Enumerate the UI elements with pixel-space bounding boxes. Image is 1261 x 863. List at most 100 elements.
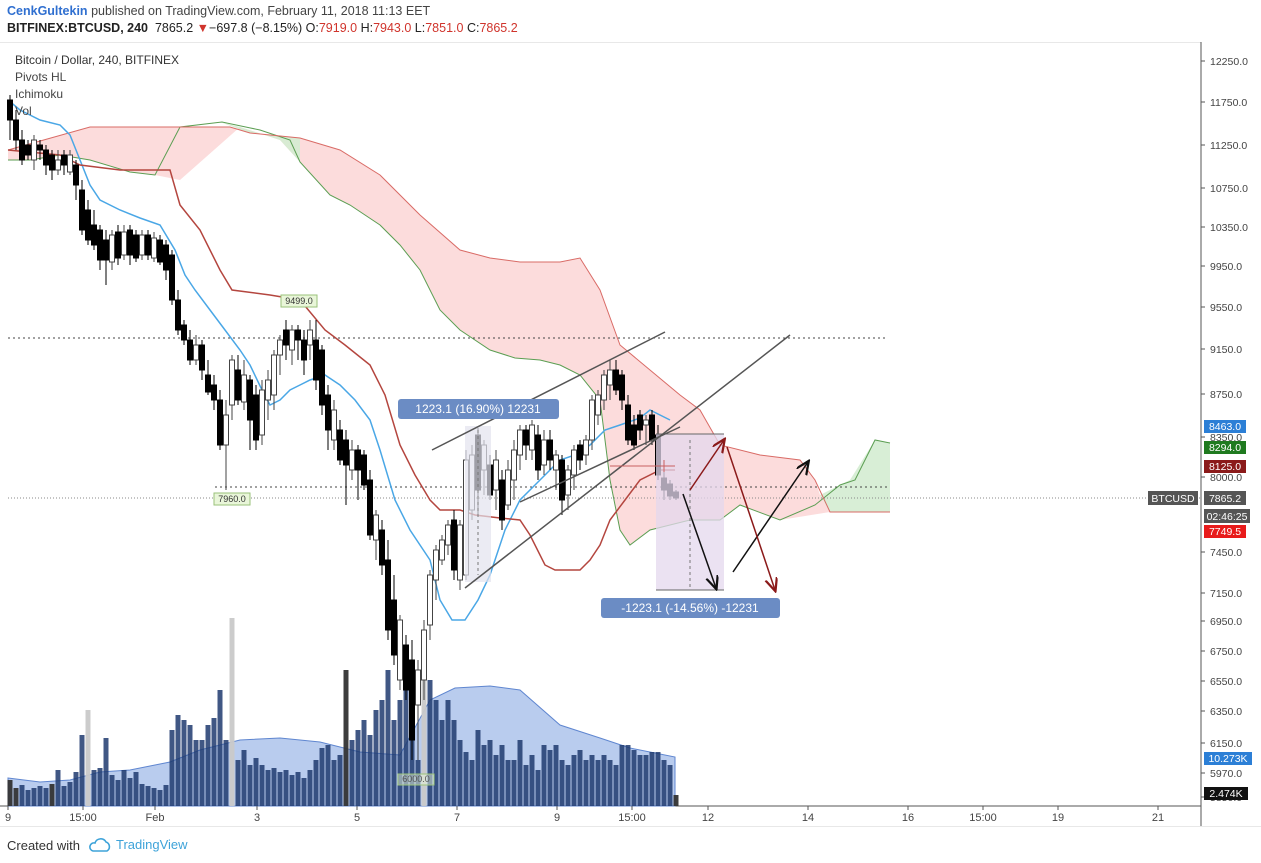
volume-bar — [91, 770, 97, 806]
candle-body — [409, 659, 415, 741]
volume-bar — [193, 740, 199, 806]
volume-bar — [547, 750, 553, 806]
candle-body — [427, 574, 433, 626]
price-tick-label: 6150.0 — [1210, 738, 1242, 750]
pivot-high-text: 9499.0 — [285, 296, 313, 306]
candle-body — [259, 389, 265, 436]
legend-title[interactable]: Bitcoin / Dollar, 240, BITFINEX — [15, 53, 180, 67]
volume-bar — [673, 795, 679, 806]
volume-bar — [499, 745, 505, 806]
volume-bar — [211, 718, 217, 806]
volume-ma-badge — [1204, 752, 1252, 765]
volume-bar — [427, 680, 433, 806]
legend-study-ichimoku[interactable]: Ichimoku — [15, 87, 64, 101]
time-tick-label: 12 — [702, 812, 714, 824]
tradingview-brand: TradingView — [116, 837, 188, 852]
legend-study-vol[interactable]: Vol — [15, 104, 32, 118]
open-label: O: — [305, 21, 319, 35]
price-chart[interactable]: 1223.1 (16.90%) 12231 -1223.1 (-14.56%) … — [0, 42, 1261, 826]
volume-bar — [49, 784, 55, 806]
volume-bar — [385, 670, 391, 806]
volume-bar — [313, 760, 319, 806]
time-tick-label: 9 — [5, 812, 11, 824]
volume-bar — [103, 738, 109, 806]
candle-body — [577, 444, 583, 461]
volume-bar — [439, 720, 445, 806]
time-tick-label: 7 — [454, 812, 460, 824]
price-tick-label: 11250.0 — [1210, 140, 1247, 152]
publish-header: CenkGultekin published on TradingView.co… — [0, 0, 1261, 43]
candle-body — [103, 239, 109, 261]
senkou-b-line — [7, 126, 890, 513]
candle-body — [403, 644, 409, 691]
candle-body — [625, 404, 631, 441]
candle-body — [319, 349, 325, 406]
chart-pane[interactable]: 1223.1 (16.90%) 12231 -1223.1 (-14.56%) … — [0, 42, 1261, 826]
time-axis-ticks: 9 15:00 Feb 3 5 7 9 15:00 12 14 16 15:00 19 21 — [5, 806, 1164, 824]
volume-bar — [469, 760, 475, 806]
time-tick-label: 3 — [254, 812, 260, 824]
candle-body — [25, 144, 31, 156]
candle-body — [361, 454, 367, 486]
time-tick-label: 5 — [354, 812, 360, 824]
candle-body — [235, 369, 241, 401]
volume-bar — [481, 745, 487, 806]
candle-body — [247, 379, 253, 421]
volume-bar — [343, 670, 349, 806]
measure-down-label — [601, 598, 780, 618]
price-tick-label: 10350.0 — [1210, 222, 1248, 234]
high-label: H: — [360, 21, 374, 35]
volume-bar — [25, 790, 31, 806]
publish-line: CenkGultekin published on TradingView.co… — [7, 4, 430, 18]
candle-body — [73, 164, 79, 186]
volume-bar — [529, 755, 535, 806]
candle-body — [397, 619, 403, 681]
price-change: −697.8 (−8.15%) — [209, 21, 303, 35]
volume-bar — [559, 760, 565, 806]
countdown-badge-text: 02:46:25 — [1207, 511, 1248, 523]
volume-bar — [571, 755, 577, 806]
volume-bar — [259, 765, 265, 806]
kumo-bearish — [8, 127, 830, 545]
volume-bar — [79, 735, 85, 806]
volume-bar — [7, 780, 13, 806]
candle-body — [601, 374, 607, 401]
volume-bar — [655, 752, 661, 806]
candle-body — [499, 479, 505, 521]
last-price-badge — [1204, 491, 1246, 505]
symbol-line: BITFINEX:BTCUSD, 240 7865.2 ▼−697.8 (−8.… — [7, 21, 518, 35]
candle-body — [79, 189, 85, 231]
legend-study-pivots[interactable]: Pivots HL — [15, 70, 67, 84]
candle-body — [631, 424, 637, 446]
candle-body — [199, 344, 205, 371]
symbol-name: BITFINEX:BTCUSD, 240 — [7, 21, 148, 35]
volume-bar — [403, 690, 409, 806]
candle-body — [547, 439, 553, 461]
candle-body — [169, 254, 175, 301]
candle-body — [151, 237, 157, 259]
candle-body — [385, 559, 391, 631]
candle-body — [139, 234, 145, 256]
created-with-text: Created with — [7, 838, 80, 853]
kijun-badge-text: 8463.0 — [1209, 421, 1241, 433]
candle-body — [229, 359, 235, 406]
candle-body — [649, 414, 655, 441]
candle-body — [493, 459, 499, 491]
volume-bar — [67, 782, 73, 806]
volume-ma-badge-text: 10.273K — [1208, 753, 1247, 765]
price-tick-label: 6750.0 — [1210, 646, 1242, 658]
candle-body — [19, 139, 25, 161]
channel-upper-line — [431, 331, 666, 451]
author-link[interactable]: CenkGultekin — [7, 4, 88, 18]
volume-bar — [637, 755, 643, 806]
volume-bar — [223, 740, 229, 806]
candle-body — [277, 339, 283, 356]
tradingview-link[interactable]: TradingView — [88, 837, 188, 852]
volume-bar — [151, 788, 157, 806]
volume-bar — [139, 784, 145, 806]
candle-body — [313, 339, 319, 381]
arrow-up-black — [732, 462, 808, 573]
volume-bar — [331, 760, 337, 806]
volume-bar — [409, 728, 415, 806]
volume-bar — [205, 725, 211, 806]
